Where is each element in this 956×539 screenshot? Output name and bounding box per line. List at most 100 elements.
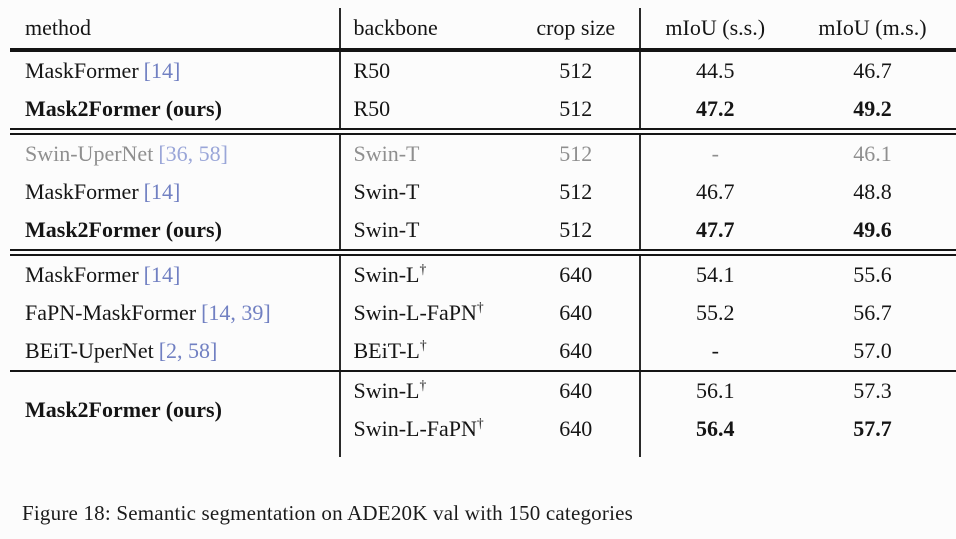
backbone-name: BEiT-L [353,338,420,363]
table-row: BEiT-UperNet [2, 58] BEiT-L† 640 - 57.0 [10,332,956,372]
miou-ss-cell: 56.1 [695,378,735,403]
method-cell: MaskFormer [14] [10,252,342,294]
header-method: method [10,8,342,52]
method-name: MaskFormer [25,58,139,83]
backbone-cell: Swin-T [340,211,512,256]
crop-size-cell: 512 [511,50,642,90]
citation-link: [36, 58] [158,141,228,166]
backbone-name: R50 [353,58,391,83]
table-row: MaskFormer [14] Swin-L† 640 54.1 55.6 [10,252,956,295]
rule-extension-cell [511,448,642,457]
miou-ms-cell: 46.7 [853,58,892,83]
crop-size-cell: 512 [511,131,642,173]
header-miou-ss: mIoU (s.s.) [640,8,789,52]
miou-ss-cell: 55.2 [695,300,735,325]
crop-size-cell: 640 [511,252,642,294]
table-row: MaskFormer [14] Swin-T 512 46.7 48.8 [10,173,956,211]
backbone-name: Swin-L [353,262,420,287]
miou-ms-cell: 48.8 [853,179,892,204]
backbone-cell: Swin-L† [340,253,512,295]
miou-ms-cell: 46.1 [853,141,892,166]
backbone-cell: Swin-T [340,173,512,211]
table-group-swin-t: Swin-UperNet [36, 58] Swin-T 512 - 46.1 M… [10,131,956,256]
rule-extension-cell [340,448,512,457]
miou-ss-cell: 54.1 [695,262,735,287]
method-name: Mask2Former (ours) [25,397,222,422]
table-row: MaskFormer [14] R50 512 44.5 46.7 [10,50,956,90]
rule-extension-row [10,448,956,457]
dagger-mark: † [419,261,427,277]
miou-ms-cell: 55.6 [853,262,892,287]
backbone-cell: R50 [340,50,512,90]
citation-link: [14] [143,179,181,204]
miou-ms-cell: 49.6 [789,211,956,256]
backbone-cell: R50 [340,90,512,135]
dagger-mark: † [419,377,427,393]
header-row: method backbone crop size mIoU (s.s.) mI… [10,8,956,52]
table-row: Swin-L-FaPN† 640 56.4 57.7 [10,410,956,448]
rule-extension-cell [10,448,342,457]
miou-ms-cell: 49.2 [789,90,956,135]
backbone-cell: BEiT-L† [340,332,512,372]
crop-size-cell: 512 [511,173,642,211]
method-cell: MaskFormer [14] [10,173,342,211]
table-row: Mask2Former (ours) R50 512 47.2 49.2 [10,90,956,135]
method-cell: BEiT-UperNet [2, 58] [10,332,342,372]
backbone-name: Swin-T [353,179,420,204]
method-cell: FaPN-MaskFormer [14, 39] [10,294,342,332]
method-cell: MaskFormer [14] [10,50,342,90]
rule-extension-cell [640,448,789,457]
miou-ss-cell: 44.5 [695,58,735,83]
miou-ss-cell: 56.4 [695,416,735,441]
miou-ss-cell: 47.2 [640,90,789,135]
header-crop-size: crop size [511,8,642,52]
backbone-cell: Swin-L-FaPN† [340,410,512,448]
table-group-mask2former-large: Mask2Former (ours) Swin-L† 640 56.1 57.3… [10,371,956,457]
rule-extension-cell [789,448,956,457]
method-name: FaPN-MaskFormer [25,300,197,325]
backbone-name: Swin-L [353,378,420,403]
figure-caption: Figure 18: Semantic segmentation on ADE2… [22,501,634,525]
citation-link: [14] [143,58,181,83]
miou-ss-cell: 46.7 [695,179,735,204]
results-table: method backbone crop size mIoU (s.s.) mI… [10,8,956,457]
method-name: Mask2Former (ours) [25,96,222,121]
backbone-name: Swin-L-FaPN [353,416,477,441]
backbone-cell: Swin-T [340,132,512,174]
method-name: BEiT-UperNet [25,338,154,363]
citation-link: [14, 39] [201,300,271,325]
citation-link: [14] [143,262,181,287]
backbone-name: R50 [353,96,391,121]
crop-size-cell: 640 [511,294,642,332]
method-cell: Swin-UperNet [36, 58] [10,131,342,173]
method-name: Swin-UperNet [25,141,154,166]
table-row: FaPN-MaskFormer [14, 39] Swin-L-FaPN† 640… [10,294,956,332]
backbone-cell: Swin-L† [340,371,512,410]
dagger-mark: † [476,299,484,315]
table-row: Mask2Former (ours) Swin-L† 640 56.1 57.3 [10,371,956,448]
citation-link: [2, 58] [158,338,218,363]
method-name: MaskFormer [25,179,139,204]
crop-size-cell: 640 [511,410,642,448]
method-name: Mask2Former (ours) [25,217,222,242]
crop-size-cell: 640 [511,332,642,372]
table-header: method backbone crop size mIoU (s.s.) mI… [10,8,956,52]
backbone-name: Swin-T [353,141,420,166]
dagger-mark: † [476,415,484,431]
crop-size-cell: 512 [511,90,642,135]
paper-page: method backbone crop size mIoU (s.s.) mI… [0,8,956,539]
header-miou-ms: mIoU (m.s.) [789,8,956,52]
miou-ms-cell: 57.3 [853,378,892,403]
backbone-name: Swin-T [353,217,420,242]
backbone-cell: Swin-L-FaPN† [340,294,512,332]
dagger-mark: † [419,337,427,353]
table-group-large-backbones: MaskFormer [14] Swin-L† 640 54.1 55.6 FaP… [10,252,956,372]
table-row: Swin-UperNet [36, 58] Swin-T 512 - 46.1 [10,131,956,174]
method-cell: Mask2Former (ours) [10,90,342,135]
miou-ms-cell: 57.7 [853,416,892,441]
miou-ms-cell: 57.0 [789,332,956,372]
table-group-r50: MaskFormer [14] R50 512 44.5 46.7 Mask2Fo… [10,50,956,135]
method-cell: Mask2Former (ours) [10,211,342,256]
crop-size-cell: 640 [511,371,642,410]
crop-size-cell: 512 [511,211,642,256]
